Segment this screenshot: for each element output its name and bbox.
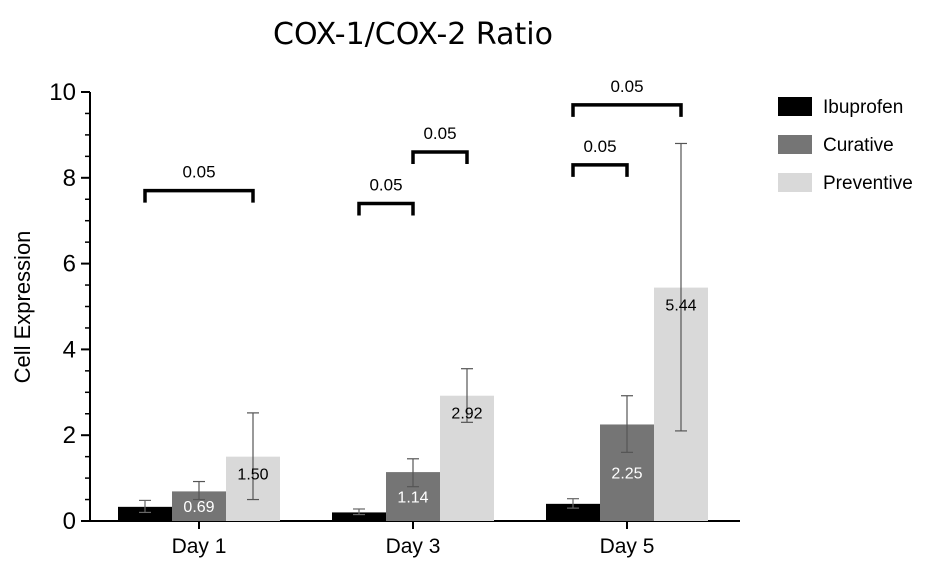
- y-axis-label: Cell Expression: [10, 231, 35, 384]
- bar: [332, 512, 386, 521]
- significance-label: 0.05: [583, 137, 616, 156]
- significance-label: 0.05: [369, 176, 402, 195]
- data-labels: 0.69 1.14 2.25 1.50 2.92 5.44: [183, 298, 696, 517]
- error-bars: [139, 142, 687, 516]
- bar: [546, 503, 600, 521]
- data-label: 1.50: [237, 467, 268, 484]
- y-tick-label: 6: [63, 251, 76, 278]
- bar: [118, 506, 172, 521]
- x-tick-label: Day 5: [600, 535, 655, 558]
- x-tick-label: Day 3: [386, 535, 441, 558]
- data-label: 2.92: [451, 406, 482, 423]
- y-tick-label: 2: [63, 422, 76, 449]
- y-tick-label: 4: [63, 336, 76, 363]
- legend: Ibuprofen Curative Preventive: [778, 97, 913, 194]
- significance-label: 0.05: [423, 124, 456, 143]
- data-label: 1.14: [397, 490, 428, 507]
- data-label: 0.69: [183, 499, 214, 516]
- legend-label: Preventive: [823, 173, 913, 194]
- legend-swatch: [778, 173, 812, 192]
- significance-label: 0.05: [610, 77, 643, 96]
- significance-bracket: [571, 103, 683, 117]
- data-label: 5.44: [665, 298, 696, 315]
- significance-bracket: [411, 150, 469, 165]
- significance-label: 0.05: [182, 163, 215, 182]
- significance-bracket: [143, 188, 255, 203]
- data-label: 2.25: [611, 466, 642, 483]
- significance-brackets: 0.05 0.05 0.05 0.05 0.05: [143, 77, 683, 216]
- y-tick-label: 0: [63, 508, 76, 535]
- y-tick-label: 8: [63, 165, 76, 192]
- legend-swatch: [778, 135, 812, 154]
- legend-label: Curative: [823, 135, 894, 156]
- legend-label: Ibuprofen: [823, 97, 903, 118]
- significance-bracket: [357, 201, 415, 216]
- legend-swatch: [778, 97, 812, 116]
- y-tick-label: 10: [49, 79, 76, 106]
- significance-bracket: [571, 163, 629, 177]
- x-tick-label: Day 1: [172, 535, 227, 558]
- bars: [118, 287, 708, 521]
- chart-title: COX-1/COX-2 Ratio: [273, 17, 553, 52]
